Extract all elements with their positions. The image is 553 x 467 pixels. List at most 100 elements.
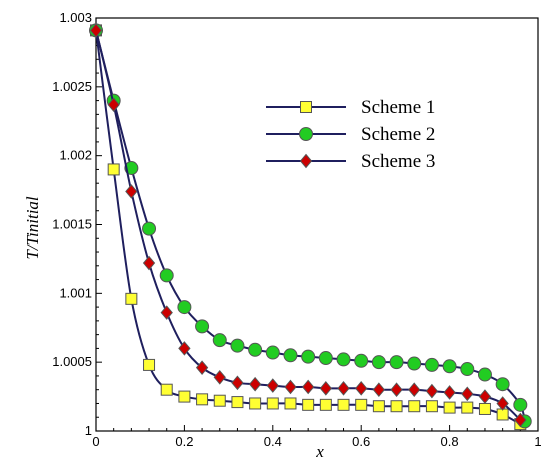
data-point-scheme-3 [178,341,191,356]
data-point-scheme-1 [425,400,438,413]
data-point-scheme-1 [319,398,332,411]
data-point-scheme-1 [390,400,403,413]
data-point-scheme-3 [514,412,527,428]
x-axis-title: x [315,442,324,461]
data-point-scheme-1 [478,402,491,415]
data-point-scheme-2 [407,356,422,371]
y-axis: 1 1.0005 1.001 1.0015 1.002 1.0025 1.003 [52,10,102,438]
data-point-scheme-3 [248,376,262,392]
x-tick-label: 0.6 [352,434,370,449]
data-point-scheme-1 [302,398,315,411]
data-point-scheme-2 [477,367,492,382]
legend-item-scheme-1: Scheme 1 [266,97,435,118]
y-axis-title: T/Tinitial [23,196,42,260]
data-point-scheme-3 [213,370,226,385]
data-point-scheme-1 [196,393,209,406]
y-tick-label: 1 [85,423,92,438]
x-tick-label: 0.8 [441,434,459,449]
series-layer [89,23,532,431]
x-tick-label: 0 [92,434,99,449]
y-tick-label: 1.0005 [52,354,92,369]
data-point-scheme-2 [301,349,316,364]
legend-marker [300,101,312,113]
legend-marker [299,153,313,169]
data-point-scheme-3 [372,382,386,397]
data-point-scheme-1 [107,163,120,176]
data-point-scheme-2 [513,397,528,412]
series-line-scheme-1 [95,30,521,425]
data-point-scheme-3 [408,382,421,397]
data-point-scheme-2 [336,352,351,367]
data-point-scheme-3 [319,381,332,396]
data-point-scheme-2 [283,348,298,363]
data-point-scheme-3 [355,381,368,396]
data-point-scheme-2 [265,345,280,360]
data-point-scheme-1 [160,383,173,396]
data-point-scheme-3 [107,97,120,113]
data-point-scheme-1 [408,400,421,413]
series-scheme-2 [89,23,532,429]
data-point-scheme-1 [249,397,262,410]
data-point-scheme-3 [496,396,509,411]
data-point-scheme-2 [195,319,210,334]
legend-marker [299,127,313,141]
data-point-scheme-2 [318,351,333,366]
x-tick-label: 1 [534,434,541,449]
data-point-scheme-3 [89,23,103,38]
legend-label: Scheme 2 [361,124,435,145]
data-point-scheme-2 [371,355,386,370]
data-point-scheme-3 [195,360,209,375]
data-point-scheme-1 [337,398,350,411]
data-point-scheme-2 [389,355,404,370]
x-axis: 0 0.2 0.4 0.6 0.8 1 [92,425,542,449]
data-point-scheme-3 [142,255,156,271]
data-point-scheme-2 [142,221,157,236]
data-point-scheme-3 [478,389,492,404]
data-point-scheme-3 [302,379,315,395]
legend-label: Scheme 1 [361,97,435,118]
legend-label: Scheme 3 [361,151,435,172]
data-point-scheme-3 [266,378,279,393]
y-tick-label: 1.0015 [52,217,92,232]
data-point-scheme-2 [159,268,174,283]
data-point-scheme-3 [425,383,439,399]
series-scheme-3 [89,23,527,428]
legend: Scheme 1 Scheme 2 Scheme 3 [266,97,435,172]
data-point-scheme-1 [213,394,226,407]
data-point-scheme-3 [231,375,244,391]
data-point-scheme-1 [231,396,244,409]
legend-item-scheme-2: Scheme 2 [266,124,435,145]
data-point-scheme-2 [460,362,475,377]
data-point-scheme-3 [284,379,297,395]
data-point-scheme-1 [443,401,456,414]
data-point-scheme-1 [284,397,297,410]
data-point-scheme-2 [424,357,439,372]
data-point-scheme-1 [143,358,156,371]
x-tick-label: 0.2 [175,434,193,449]
data-point-scheme-3 [390,382,403,397]
data-point-scheme-2 [177,300,192,315]
legend-item-scheme-3: Scheme 3 [266,151,435,172]
data-point-scheme-3 [337,381,350,396]
data-point-scheme-1 [461,401,474,414]
x-tick-label: 0.4 [264,434,282,449]
data-point-scheme-1 [178,390,191,403]
series-scheme-1 [90,24,527,431]
data-point-scheme-3 [160,305,173,320]
data-point-scheme-1 [125,292,138,305]
data-point-scheme-2 [442,359,457,374]
data-point-scheme-3 [125,184,138,199]
y-tick-label: 1.002 [59,148,92,163]
data-point-scheme-2 [354,353,369,368]
data-point-scheme-2 [495,377,510,392]
data-point-scheme-3 [461,386,474,402]
data-point-scheme-1 [372,400,385,413]
data-point-scheme-2 [230,338,245,353]
y-tick-label: 1.003 [59,10,92,25]
data-point-scheme-2 [248,342,263,357]
data-point-scheme-1 [355,398,368,411]
y-tick-label: 1.001 [59,285,92,300]
data-point-scheme-1 [266,397,279,410]
